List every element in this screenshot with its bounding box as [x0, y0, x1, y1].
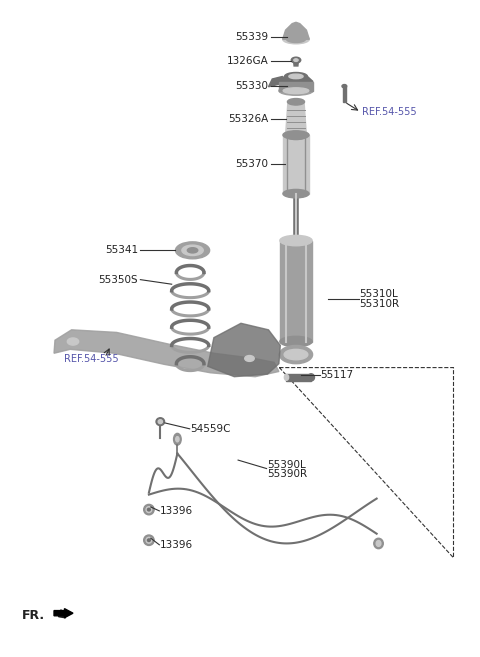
Ellipse shape — [289, 74, 303, 79]
Ellipse shape — [158, 420, 162, 424]
Ellipse shape — [287, 36, 305, 43]
Ellipse shape — [156, 418, 165, 426]
Text: 55310R: 55310R — [360, 299, 400, 309]
Ellipse shape — [294, 59, 298, 61]
Text: 55370: 55370 — [236, 160, 268, 170]
Ellipse shape — [374, 538, 384, 549]
Ellipse shape — [288, 99, 304, 105]
Ellipse shape — [147, 509, 150, 511]
Text: 54559C: 54559C — [191, 424, 231, 434]
Text: REF.54-555: REF.54-555 — [63, 354, 118, 364]
Bar — [287, 374, 311, 380]
Ellipse shape — [283, 88, 309, 94]
Polygon shape — [280, 240, 312, 342]
Ellipse shape — [147, 539, 150, 541]
Polygon shape — [268, 76, 283, 87]
Text: 55350S: 55350S — [98, 275, 138, 284]
Text: REF.54-555: REF.54-555 — [362, 107, 417, 117]
Text: 55341: 55341 — [105, 245, 138, 256]
Ellipse shape — [176, 437, 179, 442]
Polygon shape — [286, 102, 306, 136]
Polygon shape — [294, 60, 299, 66]
Ellipse shape — [67, 338, 79, 345]
Ellipse shape — [280, 336, 312, 347]
Ellipse shape — [245, 355, 254, 361]
Polygon shape — [279, 76, 313, 81]
Text: 1326GA: 1326GA — [227, 57, 268, 66]
Ellipse shape — [280, 235, 312, 246]
Bar — [343, 86, 346, 102]
Text: 55310L: 55310L — [360, 289, 398, 299]
Text: 55326A: 55326A — [228, 114, 268, 124]
Ellipse shape — [283, 131, 309, 139]
Ellipse shape — [279, 86, 313, 95]
Ellipse shape — [283, 35, 309, 44]
Polygon shape — [54, 608, 73, 618]
Polygon shape — [283, 135, 309, 194]
Ellipse shape — [308, 374, 314, 381]
Text: 55390R: 55390R — [267, 469, 308, 480]
Text: 55330: 55330 — [236, 81, 268, 91]
Ellipse shape — [176, 242, 210, 259]
Polygon shape — [208, 323, 280, 376]
Polygon shape — [54, 330, 279, 376]
Ellipse shape — [146, 507, 152, 512]
Ellipse shape — [146, 537, 152, 543]
Ellipse shape — [144, 505, 154, 515]
Text: 55339: 55339 — [235, 32, 268, 41]
Ellipse shape — [285, 72, 307, 80]
Ellipse shape — [284, 374, 288, 380]
Ellipse shape — [174, 434, 181, 445]
Ellipse shape — [376, 541, 381, 547]
Text: 55390L: 55390L — [267, 460, 306, 470]
Ellipse shape — [291, 57, 301, 63]
Ellipse shape — [284, 350, 308, 360]
Text: 13396: 13396 — [160, 506, 193, 516]
Ellipse shape — [342, 85, 347, 88]
Ellipse shape — [286, 132, 306, 139]
Text: 13396: 13396 — [160, 540, 193, 550]
Ellipse shape — [144, 535, 154, 545]
Ellipse shape — [283, 189, 309, 198]
Ellipse shape — [279, 346, 312, 364]
Ellipse shape — [187, 248, 198, 253]
Polygon shape — [279, 81, 313, 91]
Polygon shape — [283, 22, 309, 39]
Text: FR.: FR. — [22, 608, 45, 622]
Text: 55117: 55117 — [321, 371, 354, 380]
Ellipse shape — [182, 245, 203, 256]
